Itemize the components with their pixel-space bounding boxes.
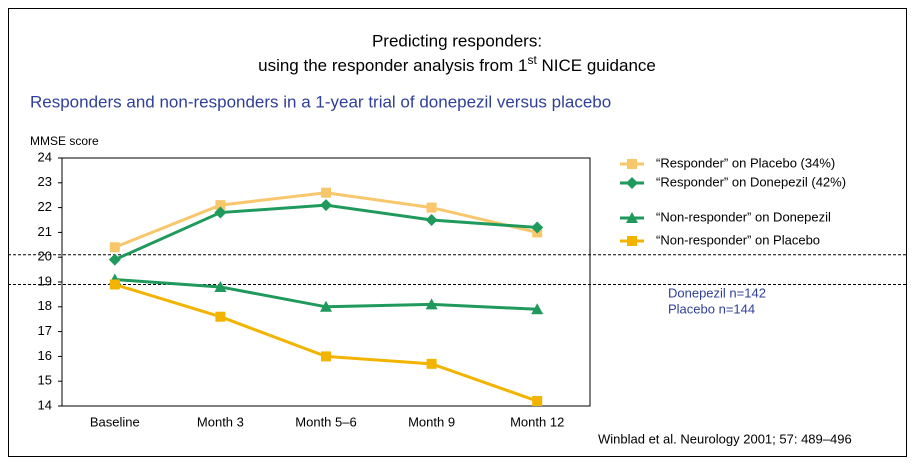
title-text: NICE guidance [537, 56, 656, 75]
data-point [108, 253, 121, 266]
data-point [214, 206, 227, 219]
y-tick-label: 16 [38, 348, 52, 363]
data-point [321, 351, 331, 362]
frame [8, 8, 907, 457]
data-point [109, 279, 120, 290]
legend-label: “Responder” on Placebo (34%) [656, 155, 835, 170]
data-point [531, 303, 544, 315]
title-text: using the responder analysis from 1 [258, 56, 527, 75]
legend-marker [626, 177, 638, 189]
y-tick-label: 22 [38, 199, 52, 214]
y-tick-label: 17 [38, 323, 52, 338]
source: Winblad et al. Neurology 2001; 57: 489–4… [598, 431, 852, 446]
data-point [320, 300, 332, 312]
x-tick-label: Month 3 [197, 414, 244, 429]
y-tick-label: 23 [38, 174, 52, 189]
y-tick-label: 18 [38, 298, 52, 313]
chart-title: using the responder analysis from 1st NI… [258, 53, 656, 75]
legend-marker [626, 212, 638, 223]
y-tick-label: 19 [38, 273, 52, 288]
data-point [109, 242, 120, 253]
y-tick-label: 14 [38, 397, 52, 412]
data-point [425, 298, 438, 310]
data-point [320, 199, 332, 212]
data-point [214, 280, 227, 292]
legend-marker [627, 159, 637, 169]
x-tick-label: Month 9 [408, 414, 455, 429]
x-tick-label: Month 12 [510, 414, 564, 429]
x-tick-label: Month 5–6 [295, 414, 356, 429]
data-point [532, 396, 543, 407]
legend-label: “Non-responder” on Donepezil [656, 209, 831, 224]
data-point [321, 187, 331, 198]
y-tick-label: 15 [38, 373, 52, 388]
legend-label: “Responder” on Donepezil (42%) [656, 174, 846, 189]
y-tick-label: 21 [38, 224, 52, 239]
legend-label: “Non-responder” on Placebo [656, 232, 820, 247]
data-point [215, 311, 226, 322]
legend-marker [627, 236, 637, 246]
y-tick-label: 20 [38, 249, 52, 264]
data-point [531, 221, 544, 234]
title-superscript: st [527, 53, 537, 67]
x-tick-label: Baseline [90, 414, 140, 429]
y-axis-label: MMSE score [30, 134, 99, 148]
chart-subtitle: Responders and non-responders in a 1-yea… [30, 92, 611, 111]
data-point [426, 358, 437, 369]
data-point [426, 202, 437, 213]
y-tick-label: 24 [38, 149, 52, 164]
annotation: Placebo n=144 [668, 301, 755, 316]
data-point [425, 214, 438, 226]
annotation: Donepezil n=142 [668, 285, 766, 300]
data-point [215, 200, 226, 211]
chart-title: Predicting responders: [372, 31, 542, 50]
